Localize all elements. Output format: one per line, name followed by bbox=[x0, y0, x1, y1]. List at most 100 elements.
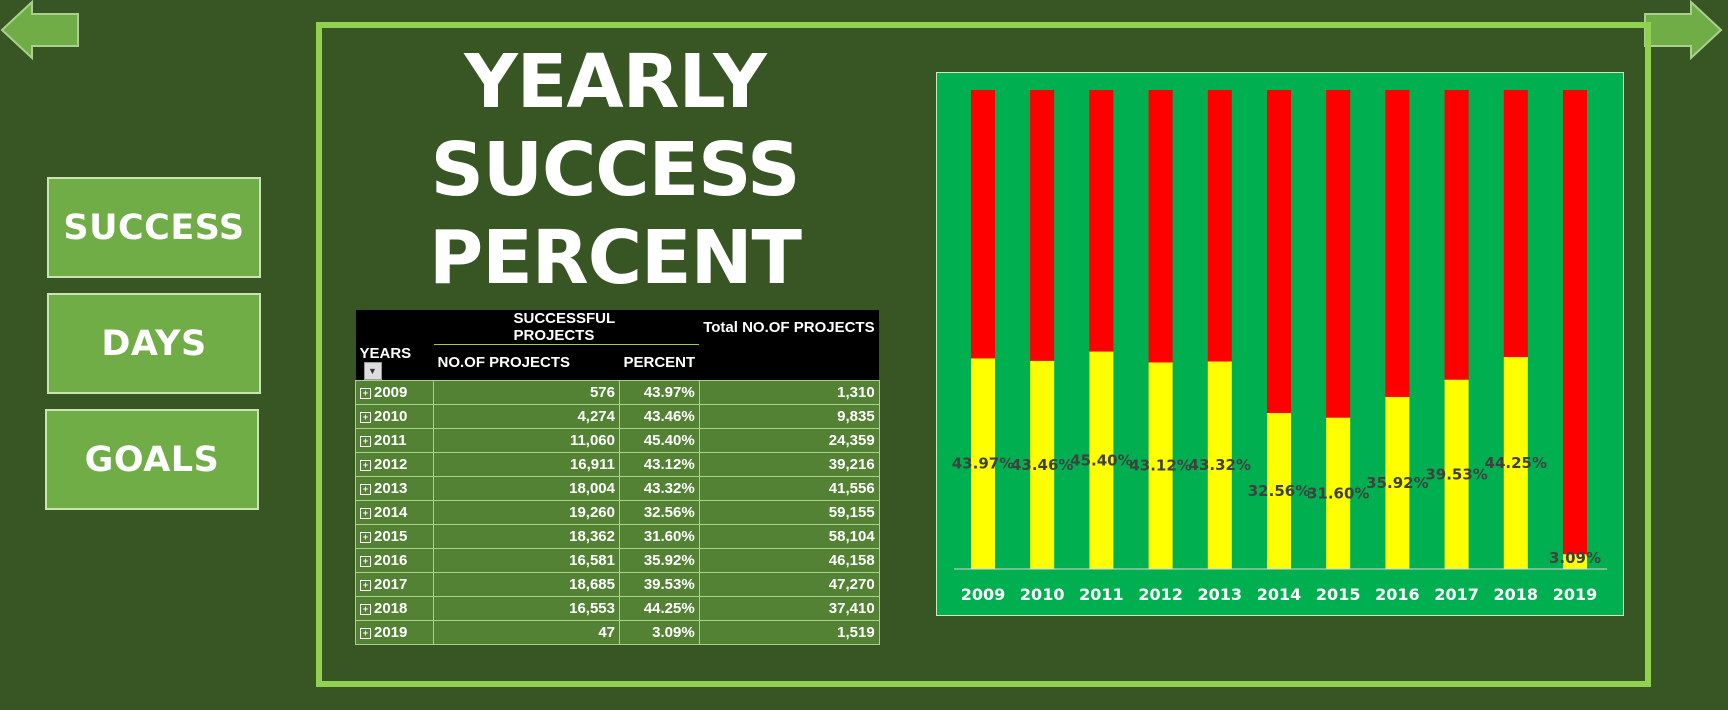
bar-success bbox=[1207, 361, 1232, 569]
table-row[interactable]: +2013 18,004 43.32% 41,556 bbox=[355, 475, 880, 501]
data-label: 43.12% bbox=[1129, 457, 1191, 475]
percent-cell: 35.92% bbox=[619, 547, 700, 573]
projects-cell: 16,911 bbox=[433, 451, 620, 477]
percent-cell: 44.25% bbox=[619, 595, 700, 621]
projects-cell: 16,553 bbox=[433, 595, 620, 621]
table-row[interactable]: +2018 16,553 44.25% 37,410 bbox=[355, 595, 880, 621]
projects-cell: 19,260 bbox=[433, 499, 620, 525]
data-label: 43.46% bbox=[1011, 456, 1073, 474]
table-row[interactable]: +2012 16,911 43.12% 39,216 bbox=[355, 451, 880, 477]
table-row[interactable]: +2010 4,274 43.46% 9,835 bbox=[355, 403, 880, 429]
x-tick-label: 2009 bbox=[961, 585, 1006, 604]
percent-cell: 45.40% bbox=[619, 427, 700, 453]
bar-success bbox=[1503, 357, 1528, 569]
bar-remainder bbox=[1444, 90, 1469, 380]
days-button[interactable]: DAYS bbox=[47, 293, 261, 394]
success-chart: 43.97% 2009 43.46% 2010 45.40% 2011 43.12% 2012… bbox=[936, 72, 1624, 616]
expand-icon[interactable]: + bbox=[360, 435, 371, 447]
filter-dropdown-icon[interactable]: ▼ bbox=[363, 361, 382, 380]
expand-icon[interactable]: + bbox=[360, 483, 371, 495]
x-tick-label: 2018 bbox=[1494, 585, 1539, 604]
year-cell[interactable]: +2014 bbox=[355, 499, 434, 525]
expand-icon[interactable]: + bbox=[360, 459, 371, 471]
total-cell: 24,359 bbox=[698, 427, 880, 453]
bar-remainder bbox=[1148, 90, 1173, 363]
table-row[interactable]: +2019 47 3.09% 1,519 bbox=[355, 619, 880, 645]
year-cell[interactable]: +2018 bbox=[355, 595, 434, 621]
year-cell[interactable]: +2015 bbox=[355, 523, 434, 549]
x-tick-label: 2012 bbox=[1138, 585, 1183, 604]
total-header: Total NO.OF PROJECTS bbox=[699, 310, 880, 345]
bar-remainder bbox=[1267, 90, 1291, 414]
expand-icon[interactable]: + bbox=[360, 531, 371, 543]
projects-cell: 18,362 bbox=[433, 523, 620, 549]
forward-arrow-icon[interactable] bbox=[1641, 0, 1723, 62]
back-arrow-icon[interactable] bbox=[0, 0, 82, 62]
bar-remainder bbox=[971, 90, 995, 359]
expand-icon[interactable]: + bbox=[360, 411, 371, 423]
bar-success bbox=[1148, 362, 1173, 569]
year-cell[interactable]: +2019 bbox=[355, 619, 434, 645]
x-tick-label: 2017 bbox=[1434, 585, 1479, 604]
expand-icon[interactable]: + bbox=[360, 603, 371, 615]
x-tick-label: 2013 bbox=[1198, 585, 1243, 604]
x-tick-label: 2015 bbox=[1316, 585, 1361, 604]
pivot-table[interactable]: SUCCESSFUL PROJECTS Total NO.OF PROJECTS… bbox=[355, 310, 880, 645]
data-label: 3.09% bbox=[1549, 549, 1601, 567]
expand-icon[interactable]: + bbox=[360, 507, 371, 519]
years-header[interactable]: YEARS▼ bbox=[355, 344, 434, 381]
success-button[interactable]: SUCCESS bbox=[47, 177, 261, 278]
year-cell[interactable]: +2011 bbox=[355, 427, 434, 453]
total-cell: 58,104 bbox=[698, 523, 880, 549]
title-line-3: PERCENT bbox=[428, 215, 802, 301]
expand-icon[interactable]: + bbox=[360, 555, 371, 567]
table-row[interactable]: +2011 11,060 45.40% 24,359 bbox=[355, 427, 880, 453]
total-cell: 37,410 bbox=[698, 595, 880, 621]
percent-header: PERCENT bbox=[619, 344, 700, 381]
table-row[interactable]: +2015 18,362 31.60% 58,104 bbox=[355, 523, 880, 549]
bar-remainder bbox=[1030, 90, 1055, 361]
data-label: 43.32% bbox=[1189, 456, 1251, 474]
data-label: 43.97% bbox=[952, 455, 1014, 473]
total-cell: 46,158 bbox=[698, 547, 880, 573]
year-cell[interactable]: +2013 bbox=[355, 475, 434, 501]
table-row[interactable]: +2009 576 43.97% 1,310 bbox=[355, 379, 880, 405]
data-label: 31.60% bbox=[1307, 484, 1369, 502]
table-row[interactable]: +2017 18,685 39.53% 47,270 bbox=[355, 571, 880, 597]
x-tick-label: 2010 bbox=[1020, 585, 1065, 604]
bar-success bbox=[1030, 360, 1055, 569]
total-cell: 9,835 bbox=[698, 403, 880, 429]
goals-button[interactable]: GOALS bbox=[45, 409, 259, 510]
expand-icon[interactable]: + bbox=[360, 627, 371, 639]
data-label: 39.53% bbox=[1425, 465, 1487, 483]
bar-remainder bbox=[1503, 90, 1528, 358]
percent-cell: 3.09% bbox=[619, 619, 700, 645]
total-cell: 1,310 bbox=[698, 379, 880, 405]
group-header: SUCCESSFUL PROJECTS bbox=[433, 310, 700, 345]
percent-cell: 43.32% bbox=[619, 475, 700, 501]
percent-cell: 31.60% bbox=[619, 523, 700, 549]
title-line-2: SUCCESS bbox=[430, 127, 801, 213]
bar-remainder bbox=[1207, 90, 1232, 362]
year-cell[interactable]: +2009 bbox=[355, 379, 434, 405]
bar-success bbox=[1326, 417, 1351, 569]
bar-remainder bbox=[1385, 90, 1410, 397]
bar-remainder bbox=[1563, 90, 1587, 555]
projects-header: NO.OF PROJECTS bbox=[433, 344, 620, 381]
percent-cell: 43.97% bbox=[619, 379, 700, 405]
bar-success bbox=[1444, 379, 1469, 569]
expand-icon[interactable]: + bbox=[360, 579, 371, 591]
year-cell[interactable]: +2010 bbox=[355, 403, 434, 429]
bar-success bbox=[1267, 413, 1291, 569]
table-row[interactable]: +2016 16,581 35.92% 46,158 bbox=[355, 547, 880, 573]
bar-success bbox=[1089, 351, 1114, 569]
year-cell[interactable]: +2017 bbox=[355, 571, 434, 597]
bar-remainder bbox=[1326, 90, 1351, 418]
year-cell[interactable]: +2016 bbox=[355, 547, 434, 573]
bar-success bbox=[1385, 396, 1410, 569]
projects-cell: 11,060 bbox=[433, 427, 620, 453]
dashboard-frame bbox=[316, 22, 1651, 687]
expand-icon[interactable]: + bbox=[360, 387, 371, 399]
year-cell[interactable]: +2012 bbox=[355, 451, 434, 477]
table-row[interactable]: +2014 19,260 32.56% 59,155 bbox=[355, 499, 880, 525]
